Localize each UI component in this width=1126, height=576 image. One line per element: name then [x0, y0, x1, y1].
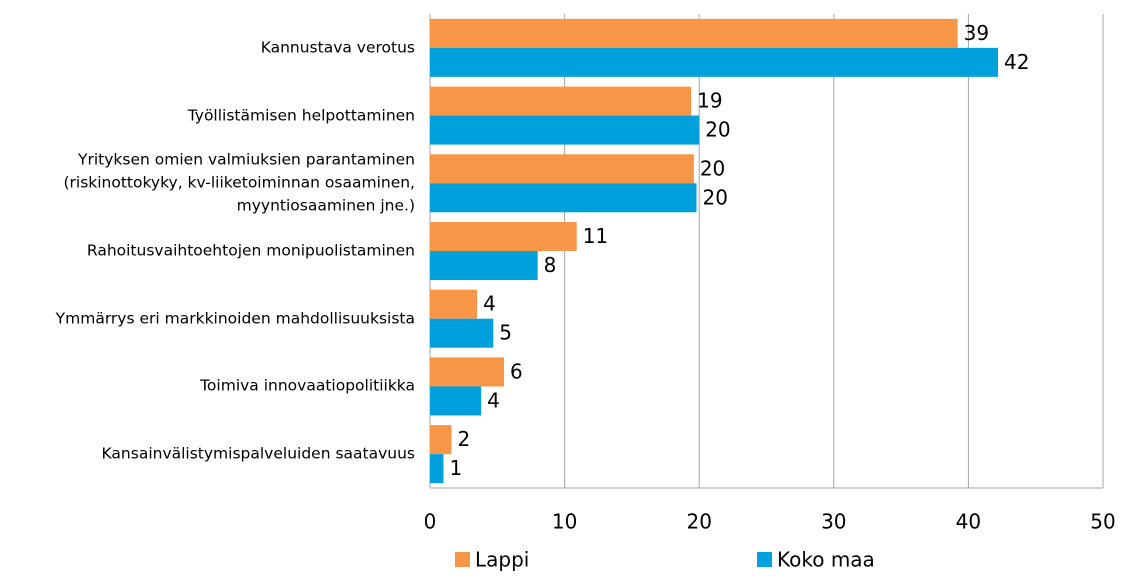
category-label: Toimiva innovaatiopolitiikka [200, 376, 415, 395]
bar [430, 18, 958, 48]
value-label: 20 [705, 118, 730, 142]
value-label: 4 [487, 388, 500, 412]
category-label: Kansainvälistymispalveluiden saatavuus [101, 444, 415, 463]
bar [430, 47, 999, 77]
x-tick-label: 0 [424, 510, 437, 534]
value-label: 39 [964, 21, 989, 45]
category-label: Kannustava verotus [260, 38, 415, 57]
x-tick-label: 30 [821, 510, 846, 534]
x-tick-label: 10 [552, 510, 577, 534]
value-label: 20 [703, 185, 728, 209]
category-label: Yrityksen omien valmiuksien parantaminen… [63, 150, 415, 215]
legend-swatch [455, 552, 470, 567]
category-label: Työllistämisen helpottaminen [187, 106, 415, 125]
bar [430, 289, 478, 319]
x-tick-label: 50 [1090, 510, 1115, 534]
legend-swatch [757, 552, 772, 567]
category-label: Ymmärrys eri markkinoiden mahdollisuuksi… [55, 309, 415, 328]
bar [430, 386, 482, 416]
bar [430, 425, 452, 455]
bar [430, 222, 577, 251]
value-label: 20 [700, 156, 725, 180]
value-label: 11 [583, 224, 608, 248]
value-label: 19 [697, 89, 722, 113]
bar [430, 154, 694, 184]
value-label: 2 [458, 427, 471, 451]
value-label: 6 [510, 359, 523, 383]
value-label: 42 [1004, 50, 1029, 74]
legend-label: Koko maa [777, 548, 875, 572]
bar [430, 86, 692, 116]
bar [430, 251, 538, 280]
legend-label: Lappi [475, 548, 529, 572]
x-tick-label: 20 [686, 510, 711, 534]
value-label: 5 [499, 321, 512, 345]
value-label: 1 [449, 456, 462, 480]
bar [430, 454, 444, 484]
bar [430, 115, 700, 145]
bar [430, 357, 505, 387]
bar [430, 318, 494, 348]
value-label: 4 [483, 292, 496, 316]
bar [430, 183, 697, 213]
category-label: Rahoitusvaihtoehtojen monipuolistaminen [86, 241, 415, 260]
value-label: 8 [544, 253, 557, 277]
x-tick-label: 40 [956, 510, 981, 534]
